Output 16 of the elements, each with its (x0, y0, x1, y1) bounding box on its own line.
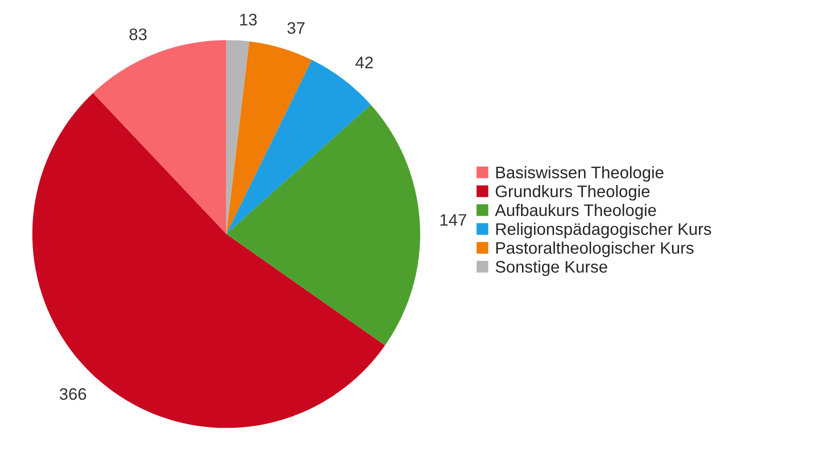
legend-label: Grundkurs Theologie (496, 185, 650, 201)
pie-slice (92, 40, 226, 234)
data-label: 147 (440, 214, 466, 226)
pie-slice (226, 41, 312, 234)
data-label: 37 (287, 22, 304, 34)
data-label: 13 (240, 14, 257, 26)
data-label: 42 (355, 56, 373, 68)
legend-label: Pastoraltheologischer Kurs (496, 242, 694, 258)
pie-slice (32, 93, 386, 428)
legend-label: Aufbaukurs Theologie (494, 204, 656, 220)
legend-label: Religionspädagogischer Kurs (496, 222, 712, 238)
data-label: 366 (60, 388, 86, 400)
data-label: 83 (130, 28, 147, 40)
pie-slice (226, 104, 420, 346)
legend-label: Basiswissen Theologie (496, 166, 664, 182)
legend-label: Sonstige Kurse (496, 260, 608, 276)
